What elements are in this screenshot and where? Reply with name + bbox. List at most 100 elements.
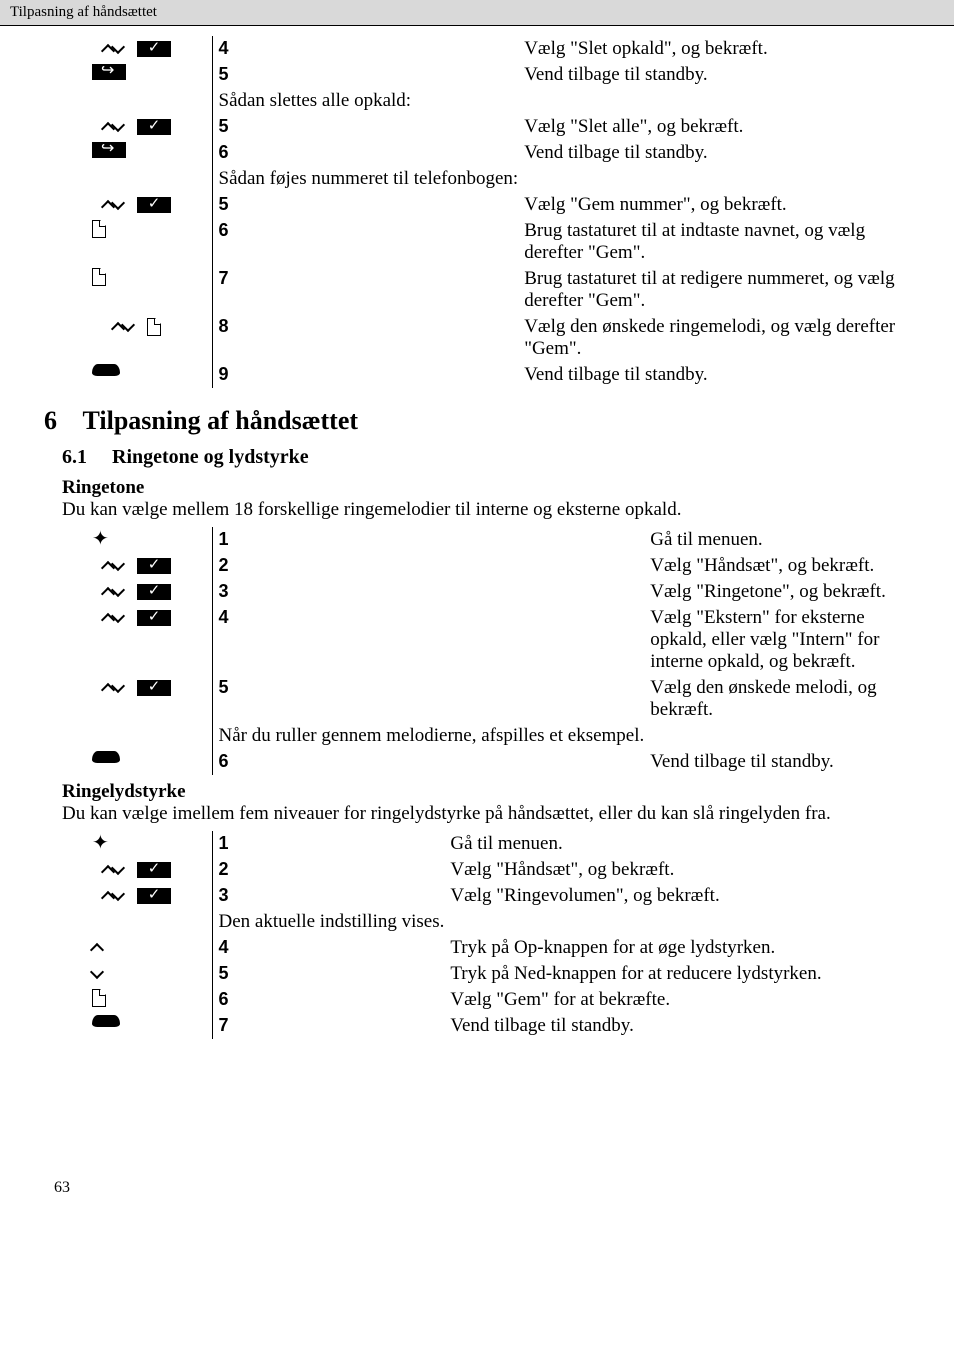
step-number: 4 — [212, 36, 524, 62]
step-number: 6 — [212, 749, 650, 775]
step-icons: ✦ — [62, 527, 212, 553]
step-icons — [62, 62, 212, 88]
document-icon — [147, 318, 161, 336]
check-button-icon — [137, 862, 171, 878]
check-button-icon — [137, 119, 171, 135]
updown-icon — [103, 555, 123, 577]
step-note: Når du ruller gennem melodierne, afspill… — [212, 723, 650, 749]
updown-icon — [103, 677, 123, 699]
back-button-icon — [92, 142, 126, 158]
check-button-icon — [137, 197, 171, 213]
updown-icon — [103, 885, 123, 907]
step-icons — [62, 266, 212, 314]
step-row: 4Vælg "Ekstern" for eksterne opkald, ell… — [62, 605, 910, 675]
step-number: 3 — [212, 579, 650, 605]
step-text: Vælg "Ringetone", og bekræft. — [650, 579, 910, 605]
step-icons — [62, 857, 212, 883]
step-icons — [62, 140, 212, 166]
menu-icon: ✦ — [92, 833, 109, 853]
step-row: 5Vælg den ønskede melodi, og bekræft. — [62, 675, 910, 723]
subsection-number: 6.1 — [62, 446, 87, 468]
step-row: Sådan føjes nummeret til telefonbogen: — [62, 166, 910, 192]
step-row: ✦1Gå til menuen. — [62, 831, 822, 857]
section-heading: 6 Tilpasning af håndsættet — [44, 406, 910, 436]
step-number: 4 — [212, 935, 450, 961]
para-ringetone-intro: Du kan vælge mellem 18 forskellige ringe… — [62, 499, 910, 521]
step-row: 9Vend tilbage til standby. — [62, 362, 910, 388]
updown-icon — [103, 859, 123, 881]
step-text: Vælg "Gem" for at bekræfte. — [450, 987, 821, 1013]
hangup-icon — [92, 751, 120, 763]
step-note-text — [650, 723, 910, 749]
check-button-icon — [137, 610, 171, 626]
subhead-ringelydstyrke: Ringelydstyrke — [62, 781, 910, 803]
step-row: 4Tryk på Op-knappen for at øge lydstyrke… — [62, 935, 822, 961]
step-icons — [62, 36, 212, 62]
step-row: 6Brug tastaturet til at indtaste navnet,… — [62, 218, 910, 266]
ringelydstyrke-steps-table: ✦1Gå til menuen.2Vælg "Håndsæt", og bekr… — [62, 831, 822, 1039]
step-icons — [62, 218, 212, 266]
step-number: 2 — [212, 857, 450, 883]
step-row: 2Vælg "Håndsæt", og bekræft. — [62, 857, 822, 883]
step-row: ✦1Gå til menuen. — [62, 527, 910, 553]
document-icon — [92, 268, 106, 286]
step-icons — [62, 883, 212, 909]
updown-icon — [103, 607, 123, 629]
step-number: 5 — [212, 675, 650, 723]
step-row: Når du ruller gennem melodierne, afspill… — [62, 723, 910, 749]
step-icons — [62, 605, 212, 675]
step-number: 9 — [212, 362, 524, 388]
step-row: 5Vend tilbage til standby. — [62, 62, 910, 88]
step-note-text — [450, 909, 821, 935]
step-icons — [62, 961, 212, 987]
step-text: Vend tilbage til standby. — [524, 362, 910, 388]
document-icon — [92, 220, 106, 238]
check-button-icon — [137, 41, 171, 57]
step-row: 5Vælg "Slet alle", og bekræft. — [62, 114, 910, 140]
step-text: Vælg den ønskede melodi, og bekræft. — [650, 675, 910, 723]
para-ringelydstyrke-intro: Du kan vælge imellem fem niveauer for ri… — [62, 803, 910, 825]
step-text: Tryk på Ned-knappen for at reducere lyds… — [450, 961, 821, 987]
section-title: Tilpasning af håndsættet — [83, 406, 359, 435]
step-icons — [62, 909, 212, 935]
menu-icon: ✦ — [92, 529, 109, 549]
step-text: Vælg "Slet opkald", og bekræft. — [524, 36, 910, 62]
step-row: 5Tryk på Ned-knappen for at reducere lyd… — [62, 961, 822, 987]
step-icons — [62, 166, 212, 192]
step-note: Den aktuelle indstilling vises. — [212, 909, 450, 935]
step-text: Brug tastaturet til at redigere nummeret… — [524, 266, 910, 314]
step-text: Vend tilbage til standby. — [524, 62, 910, 88]
step-icons — [62, 88, 212, 114]
step-number: 5 — [212, 961, 450, 987]
up-icon — [92, 937, 102, 959]
step-icons — [62, 192, 212, 218]
step-number: 5 — [212, 192, 524, 218]
step-number: 8 — [212, 314, 524, 362]
step-row: 7Brug tastaturet til at redigere nummere… — [62, 266, 910, 314]
subsection-title: Ringetone og lydstyrke — [112, 446, 309, 468]
step-row: Den aktuelle indstilling vises. — [62, 909, 822, 935]
step-text: Gå til menuen. — [650, 527, 910, 553]
step-number: 7 — [212, 1013, 450, 1039]
step-text: Vælg "Slet alle", og bekræft. — [524, 114, 910, 140]
header-title: Tilpasning af håndsættet — [10, 4, 157, 20]
step-note: Sådan føjes nummeret til telefonbogen: — [212, 166, 524, 192]
step-row: 6Vend tilbage til standby. — [62, 749, 910, 775]
step-text: Brug tastaturet til at indtaste navnet, … — [524, 218, 910, 266]
step-icons — [62, 579, 212, 605]
step-row: 3Vælg "Ringetone", og bekræft. — [62, 579, 910, 605]
step-number: 6 — [212, 140, 524, 166]
step-text: Gå til menuen. — [450, 831, 821, 857]
section-number: 6 — [44, 406, 57, 435]
page-number: 63 — [54, 1179, 910, 1197]
step-number: 6 — [212, 987, 450, 1013]
step-text: Vend tilbage til standby. — [524, 140, 910, 166]
step-icons — [62, 749, 212, 775]
updown-icon — [113, 316, 133, 338]
step-icons — [62, 987, 212, 1013]
check-button-icon — [137, 558, 171, 574]
step-icons — [62, 935, 212, 961]
step-row: Sådan slettes alle opkald: — [62, 88, 910, 114]
top-steps-table: 4Vælg "Slet opkald", og bekræft.5Vend ti… — [62, 36, 910, 388]
step-number: 4 — [212, 605, 650, 675]
